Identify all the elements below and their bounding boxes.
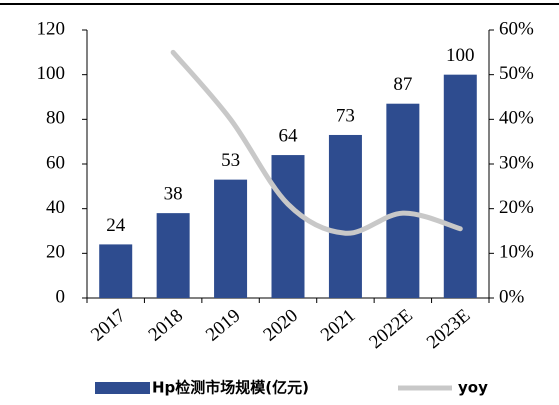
bar [386,103,420,298]
legend-label: Hp检测市场规模(亿元) [152,379,309,397]
bar-value-label: 64 [279,125,299,146]
y2-tick-label: 10% [499,242,534,263]
x-tick-label: 2018 [145,305,188,346]
y2-tick-label: 40% [499,108,534,129]
y-tick-label: 80 [46,108,65,129]
y-tick-label: 20 [46,242,65,263]
bar-value-label: 100 [446,45,475,66]
bar [271,155,305,298]
bar [156,213,190,298]
x-tick-label: 2023E [423,305,475,353]
y2-tick-label: 0% [499,286,525,307]
x-tick-label: 2022E [365,305,417,353]
bar-value-label: 87 [393,74,412,95]
y-tick-label: 0 [56,286,66,307]
legend-label: yoy [458,379,488,397]
y-tick-label: 60 [46,152,65,173]
bar-value-label: 73 [336,105,355,126]
bar [214,179,248,298]
x-tick-label: 2017 [87,305,130,346]
bar [443,74,477,299]
bar [328,134,362,298]
legend-swatch [95,382,150,394]
y2-tick-label: 20% [499,197,534,218]
y-tick-label: 100 [37,63,66,84]
yoy-line [170,49,463,236]
x-tick-label: 2020 [259,305,302,346]
bar-value-label: 38 [164,183,183,204]
y-tick-label: 120 [37,18,66,39]
bar-value-label: 53 [221,150,240,171]
y-tick-label: 40 [46,197,65,218]
bar-value-label: 24 [106,215,126,236]
bar [99,244,133,298]
y2-tick-label: 50% [499,63,534,84]
y2-tick-label: 30% [499,152,534,173]
y2-tick-label: 60% [499,18,534,39]
x-tick-label: 2021 [317,305,360,346]
x-tick-label: 2019 [202,305,245,346]
